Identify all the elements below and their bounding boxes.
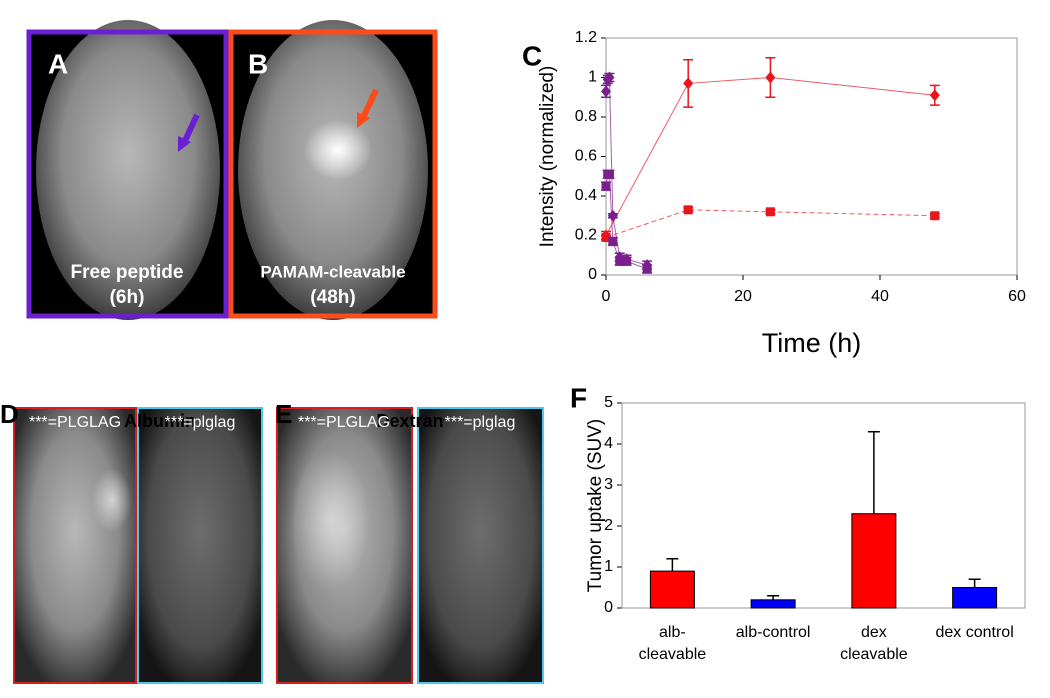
marker [929, 89, 940, 102]
panel-letter: C [522, 40, 542, 71]
panel-letter: F [570, 382, 587, 413]
border [228, 29, 438, 319]
label: ***=plglag [165, 414, 236, 431]
series-line [605, 76, 935, 236]
plot-frame [605, 37, 1018, 276]
image-e-right [417, 407, 544, 684]
tumor-glow [92, 468, 132, 532]
panel-letter: E [275, 399, 292, 429]
panel-title: Dextran [376, 411, 443, 431]
arrow [359, 88, 379, 122]
marker [601, 232, 611, 242]
y-tick-label: 3 [604, 476, 613, 493]
label: ***=PLGLAG [29, 414, 121, 431]
bar [851, 513, 897, 609]
bar [649, 570, 695, 609]
border [26, 29, 229, 319]
panel-letter: B [248, 48, 268, 79]
caption: (48h) [310, 287, 355, 308]
error-bar [666, 558, 679, 572]
marker [604, 71, 615, 84]
y-tick-label: 0.2 [575, 227, 597, 244]
caption: PAMAM-cleavable [260, 262, 405, 281]
series-line [605, 209, 935, 238]
label: ***=PLGLAG [298, 414, 390, 431]
marker [642, 264, 652, 274]
x-tick-label: dex control [935, 624, 1014, 641]
image-d-left [13, 407, 137, 684]
marker [615, 256, 625, 266]
marker [622, 256, 632, 266]
x-tick-label: alb-control [735, 624, 811, 641]
label: ***=plglag [445, 414, 516, 431]
marker [608, 236, 618, 246]
x-tick-label: 20 [734, 288, 752, 305]
y-tick-label: 0.8 [575, 108, 597, 125]
x-tick-label: 60 [1008, 288, 1026, 305]
panel-title: Albumin [124, 411, 196, 431]
y-tick-label: 1 [604, 558, 613, 575]
panel-letter: A [48, 48, 68, 79]
x-tick-label: alb- cleavable [638, 624, 707, 663]
tumor-glow [304, 120, 372, 180]
marker [601, 85, 611, 98]
y-tick-label: 1.2 [575, 29, 597, 46]
marker [683, 205, 693, 215]
y-tick-label: 2 [604, 517, 613, 534]
y-tick-label: 4 [604, 435, 613, 452]
tumor-glow [290, 450, 370, 590]
y-axis-label: Intensity (normalized) [537, 66, 558, 248]
bar [952, 587, 998, 609]
arrow-head [357, 112, 370, 128]
y-tick-label: 1 [588, 69, 597, 86]
x-tick-label: dex cleavable [840, 624, 908, 663]
plot-frame [621, 402, 1026, 609]
marker [607, 209, 618, 222]
y-tick-label: 0.4 [575, 187, 597, 204]
marker [604, 169, 614, 179]
marker [930, 211, 940, 221]
y-tick-label: 5 [604, 394, 613, 411]
x-tick-label: 40 [871, 288, 889, 305]
error-bar [867, 430, 880, 514]
image-d-right [137, 407, 263, 684]
x-tick-label: 0 [602, 288, 611, 305]
caption: (6h) [110, 287, 145, 308]
bar [750, 599, 796, 609]
marker [765, 207, 775, 217]
error-bar [767, 594, 780, 600]
mouse [36, 20, 220, 320]
panel-letter: D [0, 399, 19, 429]
marker [683, 77, 694, 90]
caption: Free peptide [71, 262, 184, 283]
y-axis-label: Tumor uptake (SUV) [585, 419, 606, 593]
arrow-head [178, 136, 191, 152]
marker [601, 181, 611, 191]
y-tick-label: 0.6 [575, 148, 597, 165]
y-tick-label: 0 [588, 266, 597, 283]
marker [765, 71, 776, 84]
error-bar [968, 578, 981, 588]
y-tick-label: 0 [604, 599, 613, 616]
x-axis-label: Time (h) [762, 328, 862, 358]
